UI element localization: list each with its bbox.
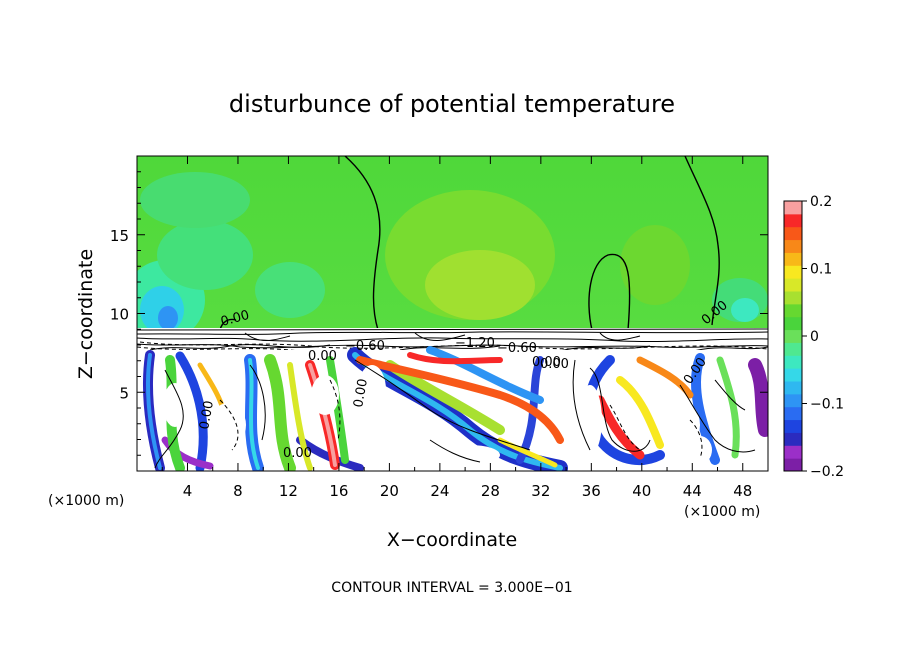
negative-blob (140, 172, 250, 228)
colorbar-swatch (784, 406, 802, 421)
colorbar-swatch (784, 329, 802, 343)
colorbar-swatch (784, 432, 802, 446)
contour-label: 0.00 (540, 357, 569, 372)
colorbar-tick-label: −0.2 (810, 464, 844, 480)
x-unit-label: (×1000 m) (684, 504, 760, 520)
colorbar-swatch (784, 445, 802, 459)
chart-title: disturbunce of potential temperature (229, 90, 675, 118)
negative-blob (255, 262, 325, 318)
x-tick-label: 28 (481, 482, 500, 500)
x-axis: 4 8 12 16 20 24 28 32 36 40 44 48 (161, 156, 752, 500)
contour-label: 0.00 (283, 446, 312, 461)
colorbar-swatch (784, 291, 802, 305)
contour-label: 0.00 (197, 400, 217, 431)
x-tick-label: 8 (233, 482, 243, 500)
z-tick-label: 15 (110, 227, 129, 245)
contour-label: 0.00 (532, 355, 561, 370)
inversion-band (137, 328, 768, 353)
colorbar: 0.2 0.1 0 −0.1 −0.2 (783, 194, 844, 480)
z-unit-label: (×1000 m) (48, 493, 124, 509)
colorbar-swatch (784, 342, 802, 356)
contour-label: −1.20 (455, 336, 495, 351)
colorbar-swatch (784, 239, 802, 253)
zero-contour (588, 253, 631, 331)
colorbar-swatch (784, 265, 802, 279)
contour-interval-note: CONTOUR INTERVAL = 3.000E−01 (331, 580, 572, 596)
negative-blob (158, 306, 178, 330)
x-tick-label: 36 (582, 482, 601, 500)
z-tick-label: 10 (110, 306, 129, 324)
colorbar-swatch (784, 381, 802, 395)
colorbar-swatch (784, 393, 802, 408)
colorbar-swatch (784, 355, 802, 369)
contour-label: 0.00 (308, 349, 337, 364)
colorbar-swatch (784, 419, 802, 433)
colorbar-swatch (784, 201, 802, 215)
contour-label: −0.60 (345, 339, 385, 354)
colorbar-swatch (784, 458, 802, 472)
z-tick-label: 5 (119, 384, 129, 402)
upper-layer-blobs (137, 172, 768, 340)
colorbar-swatch (784, 303, 802, 318)
x-tick-label: 20 (380, 482, 399, 500)
lower-layer-field (137, 346, 768, 471)
colorbar-tick-label: −0.1 (810, 397, 844, 413)
colorbar-swatch (784, 368, 802, 382)
colorbar-swatch (784, 252, 802, 266)
x-tick-label: 4 (183, 482, 193, 500)
zero-contour (684, 156, 720, 326)
contour-label: 0.00 (219, 308, 251, 330)
z-axis: 5 10 15 (110, 171, 768, 456)
x-tick-label: 48 (733, 482, 752, 500)
colorbar-tick-label: 0.2 (810, 194, 832, 210)
colorbar-swatch (784, 278, 802, 292)
colorbar-swatch (784, 226, 802, 241)
colorbar-swatch (784, 316, 802, 331)
negative-blob (157, 220, 253, 290)
x-axis-label: X−coordinate (387, 529, 517, 551)
colorbar-swatch (784, 213, 802, 228)
colorbar-tick-label: 0.1 (810, 262, 832, 278)
x-tick-label: 24 (430, 482, 449, 500)
positive-blob (620, 225, 690, 305)
negative-blob (731, 298, 759, 322)
x-tick-label: 40 (632, 482, 651, 500)
z-axis-label: Z−coordinate (75, 249, 97, 379)
colorbar-tick-label: 0 (810, 329, 819, 345)
zero-contour (344, 156, 381, 331)
x-tick-label: 44 (683, 482, 702, 500)
contour-label: 0.00 (351, 378, 371, 409)
contour-label: −0.60 (497, 341, 537, 356)
x-tick-label: 16 (329, 482, 348, 500)
positive-blob (425, 250, 535, 320)
x-tick-label: 32 (531, 482, 550, 500)
x-tick-label: 12 (279, 482, 298, 500)
plot-area: 0.00 0.00 −0.60 −1.20 −0.60 0.00 0.00 0.… (137, 156, 768, 471)
